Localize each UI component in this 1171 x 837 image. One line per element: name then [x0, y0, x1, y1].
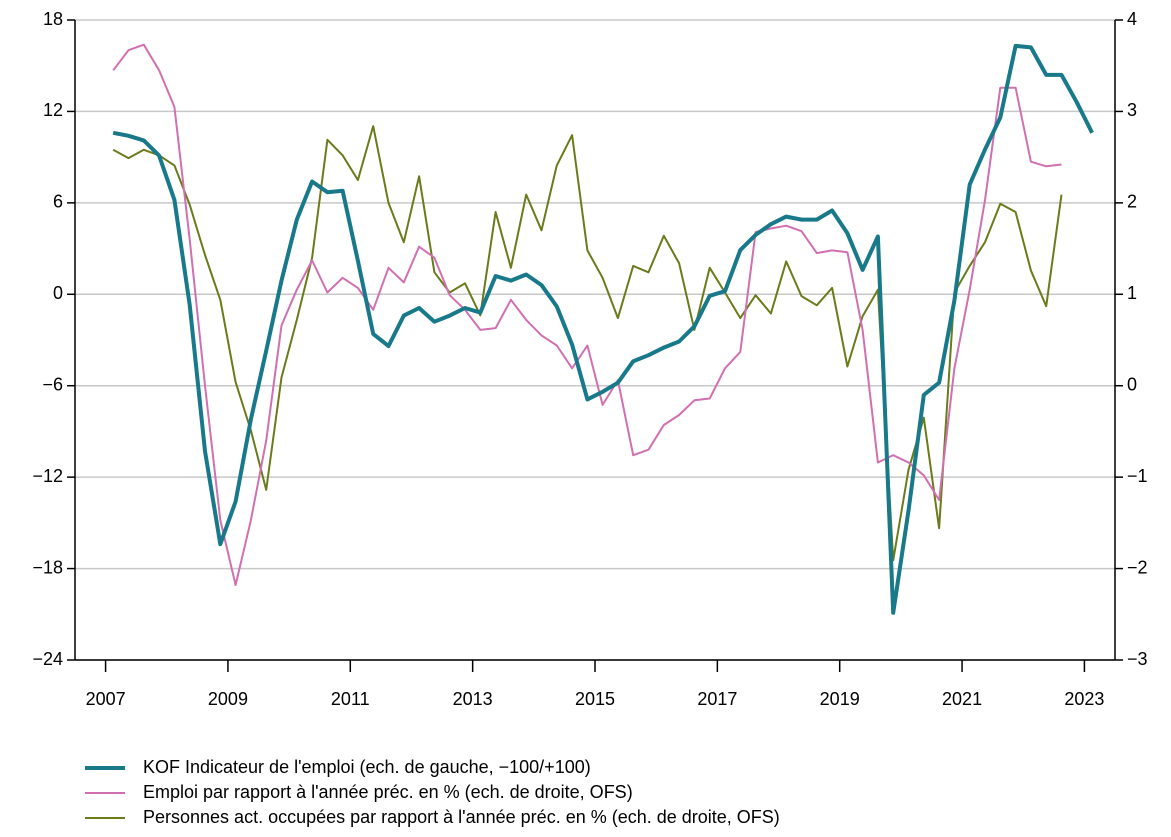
- y-tick-label: −18: [32, 557, 63, 577]
- x-tick-label: 2017: [697, 689, 737, 709]
- x-tick-label: 2013: [453, 689, 493, 709]
- x-tick-label: 2021: [942, 689, 982, 709]
- x-tick-label: 2015: [575, 689, 615, 709]
- y2-tick-label: −1: [1127, 466, 1148, 486]
- y-tick-label: −24: [32, 649, 63, 669]
- y-tick-label: 12: [43, 100, 63, 120]
- y-tick-label: 0: [53, 283, 63, 303]
- y2-tick-label: 3: [1127, 100, 1137, 120]
- x-tick-label: 2019: [820, 689, 860, 709]
- series-line: [112, 43, 1062, 586]
- legend-label: KOF Indicateur de l'emploi (ech. de gauc…: [143, 757, 591, 777]
- y-tick-label: 18: [43, 9, 63, 29]
- x-tick-label: 2011: [331, 689, 370, 709]
- x-tick-label: 2007: [86, 689, 126, 709]
- x-tick-label: 2023: [1064, 689, 1104, 709]
- series-line: [112, 125, 1063, 562]
- y2-tick-label: 0: [1127, 374, 1137, 394]
- legend-label: Personnes act. occupées par rapport à l'…: [143, 807, 780, 827]
- series-line: [112, 43, 1094, 615]
- y-tick-label: −6: [42, 374, 63, 394]
- y2-tick-label: 2: [1127, 192, 1137, 212]
- y-tick-label: 6: [53, 192, 63, 212]
- x-tick-label: 2009: [208, 689, 248, 709]
- legend-label: Emploi par rapport à l'année préc. en % …: [143, 782, 633, 802]
- y2-tick-label: 4: [1127, 9, 1137, 29]
- y2-tick-label: −2: [1127, 557, 1148, 577]
- y-tick-label: −12: [32, 466, 63, 486]
- y2-tick-label: −3: [1127, 649, 1148, 669]
- y2-tick-label: 1: [1127, 283, 1137, 303]
